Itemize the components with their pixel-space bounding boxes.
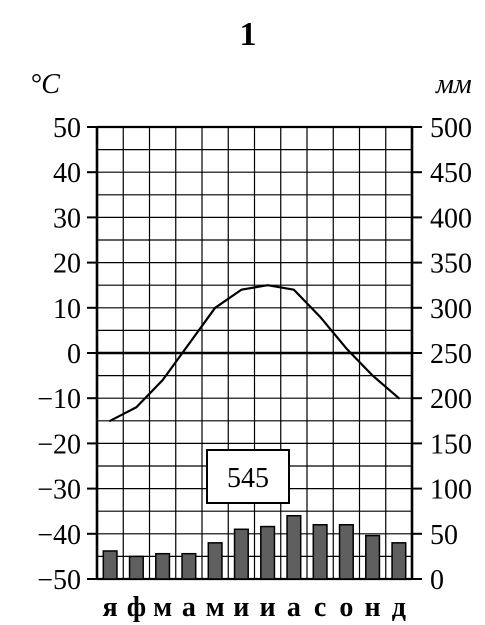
- temperature-tick-label: 50: [53, 113, 81, 144]
- precipitation-bar: [155, 552, 171, 580]
- temperature-tick-labels: 50 40 30 20 10 0 −10 −20 −30 −40 −50: [37, 113, 81, 596]
- temperature-tick-label: −10: [37, 384, 81, 415]
- precipitation-tick-label: 50: [430, 520, 458, 551]
- precipitation-tick-label: 250: [430, 339, 472, 370]
- precipitation-tick-label: 350: [430, 249, 472, 280]
- temperature-tick-label: 0: [67, 339, 81, 370]
- precipitation-tick-label: 500: [430, 113, 472, 144]
- temperature-tick-label: −20: [37, 429, 81, 460]
- month-label: ф: [127, 592, 146, 623]
- precipitation-tick-label: 400: [430, 203, 472, 234]
- temperature-tick-label: −50: [37, 565, 81, 596]
- annual-precipitation-label: 545: [227, 463, 269, 494]
- month-label: я: [103, 592, 118, 623]
- precipitation-bar: [181, 552, 197, 580]
- temperature-unit-label: °C: [30, 69, 60, 100]
- temperature-tick-label: 20: [53, 249, 81, 280]
- temperature-tick-label: −30: [37, 475, 81, 506]
- precipitation-bar: [207, 542, 223, 580]
- month-label: н: [365, 592, 381, 623]
- month-label: д: [392, 592, 406, 623]
- grid: [87, 125, 422, 581]
- precipitation-bars: [102, 514, 407, 580]
- precipitation-tick-label: 200: [430, 384, 472, 415]
- temperature-tick-label: 10: [53, 294, 81, 325]
- annual-precipitation-box: [206, 449, 290, 504]
- precipitation-bar: [260, 525, 276, 580]
- temperature-tick-label: 30: [53, 203, 81, 234]
- precipitation-tick-label: 100: [430, 475, 472, 506]
- precipitation-bar: [312, 524, 328, 580]
- precipitation-bar: [286, 514, 302, 580]
- precipitation-bar: [338, 524, 354, 580]
- precipitation-unit-label: мм: [435, 69, 472, 100]
- temperature-line-layer: [109, 284, 400, 422]
- month-label: о: [339, 592, 353, 623]
- chart-title: 1: [240, 16, 257, 53]
- precipitation-bar: [391, 542, 407, 580]
- precipitation-bar: [128, 555, 144, 580]
- precipitation-tick-label: 450: [430, 158, 472, 189]
- temperature-line: [109, 284, 400, 422]
- month-label: с: [314, 592, 326, 623]
- precipitation-bar: [233, 528, 249, 580]
- month-label: и: [233, 592, 249, 623]
- month-label: и: [260, 592, 276, 623]
- precipitation-bar: [365, 534, 381, 580]
- month-label: м: [153, 592, 172, 623]
- month-label: а: [182, 592, 196, 623]
- month-label: а: [287, 592, 301, 623]
- temperature-tick-label: 40: [53, 158, 81, 189]
- precipitation-bar: [102, 550, 118, 580]
- month-label: м: [206, 592, 225, 623]
- temperature-tick-label: −40: [37, 520, 81, 551]
- precipitation-tick-label: 300: [430, 294, 472, 325]
- precipitation-tick-label: 0: [430, 565, 444, 596]
- precipitation-tick-label: 150: [430, 429, 472, 460]
